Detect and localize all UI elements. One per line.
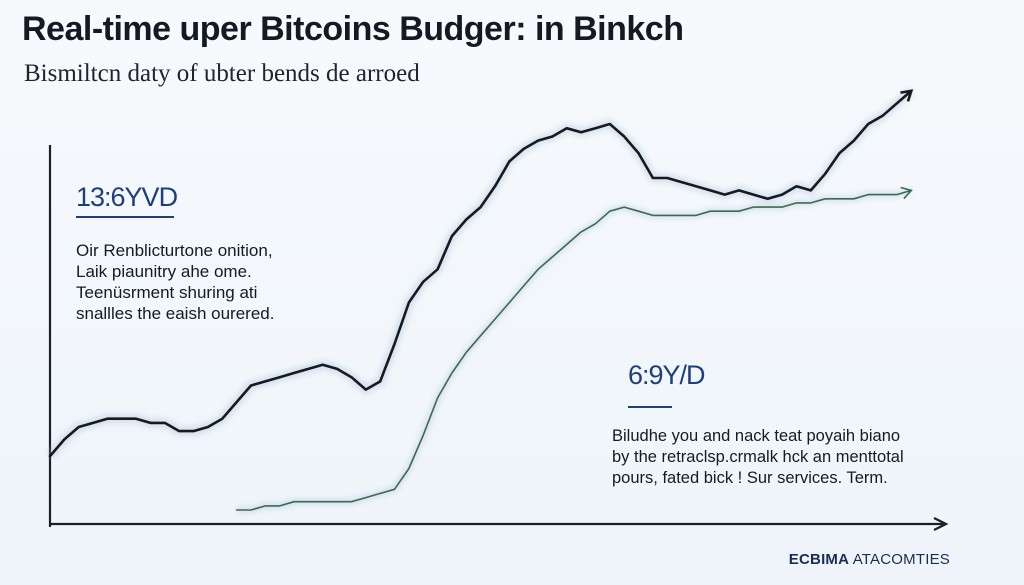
annotation-right-line: Biludhe you and nack teat poyaih biano — [612, 427, 901, 445]
series-1-arrowhead — [900, 186, 913, 200]
annotation-left-line: snallles the eaish ourered. — [76, 304, 275, 323]
chart-subtitle: Bismiltcn daty of ubter bends de arroed — [24, 60, 420, 87]
annotation-left-line: Laik piaunitry ahe ome. — [76, 262, 252, 281]
footer-brand-rest: ATACOMTIES — [849, 551, 950, 568]
annotation-left-line: Oir Renblicturtone onition, — [76, 241, 273, 260]
annotation-right-line: by the retraclsp.crmalk hck an menttotal — [612, 448, 904, 466]
series-1-line — [235, 189, 913, 511]
series-0-arrowhead — [900, 89, 914, 102]
annotation-right-line: pours, fated bick ! Sur services. Term. — [612, 469, 888, 487]
footer-brand: ECBIMA ATACOMTIES — [789, 551, 950, 568]
annotation-left: Oir Renblicturtone onition, Laik piaunit… — [76, 240, 274, 324]
x-axis-arrowhead — [933, 517, 949, 531]
annotation-right: Biludhe you and nack teat poyaih biano b… — [612, 426, 904, 489]
value-badge-left-underline — [76, 216, 174, 218]
annotation-left-line: Teenüsrment shuring ati — [76, 283, 258, 302]
series-layer — [46, 87, 915, 513]
chart-title: Real-time uper Bitcoins Budger: in Binkc… — [22, 10, 684, 48]
footer-brand-bold: ECBIMA — [788, 551, 850, 568]
value-badge-right: 6:9Y/D — [628, 360, 706, 390]
series-0-line — [48, 89, 913, 458]
value-badge-right-underline — [628, 406, 672, 408]
value-badge-left: 13:6YVD — [76, 182, 178, 212]
axes — [48, 145, 949, 531]
